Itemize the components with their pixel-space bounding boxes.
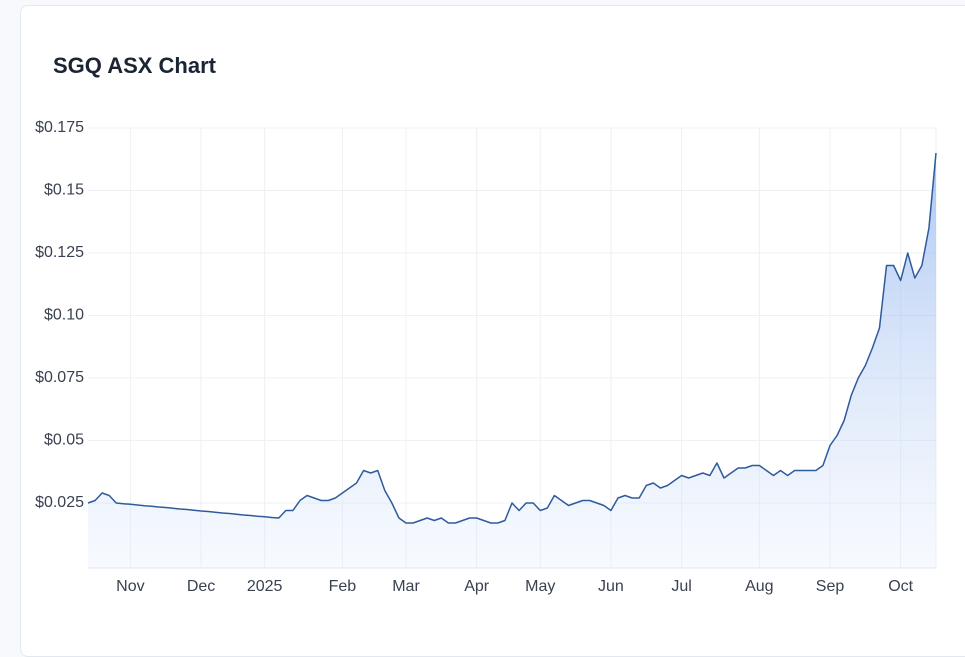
x-tick-label: Sep: [816, 578, 845, 595]
x-tick-label: Apr: [464, 578, 490, 595]
chart: SGQ ASX Chart $0.025 $0.05 $0.075 $0.10 $0.1…: [35, 53, 937, 595]
chart-title: SGQ ASX Chart: [53, 53, 217, 78]
y-tick-label: $0.15: [44, 182, 84, 199]
y-tick-label: $0.10: [44, 307, 84, 324]
y-tick-label: $0.125: [35, 244, 84, 261]
price-line: [87, 152, 937, 524]
y-tick-label: $0.075: [35, 369, 84, 386]
x-tick-label: Nov: [116, 578, 144, 595]
x-tick-label: Oct: [888, 578, 913, 595]
x-tick-label: Aug: [745, 578, 773, 595]
x-tick-label: Mar: [392, 578, 420, 595]
x-tick-label: Feb: [329, 578, 357, 595]
x-tick-label: Dec: [187, 578, 215, 595]
y-tick-label: $0.175: [35, 119, 84, 136]
y-tick-label: $0.025: [35, 494, 84, 511]
x-tick-label: Jun: [598, 578, 624, 595]
x-tick-label: Jul: [671, 578, 691, 595]
x-tick-label: 2025: [247, 578, 283, 595]
area-fill: [88, 153, 936, 568]
y-tick-label: $0.05: [44, 432, 84, 449]
x-tick-label: May: [525, 578, 555, 595]
